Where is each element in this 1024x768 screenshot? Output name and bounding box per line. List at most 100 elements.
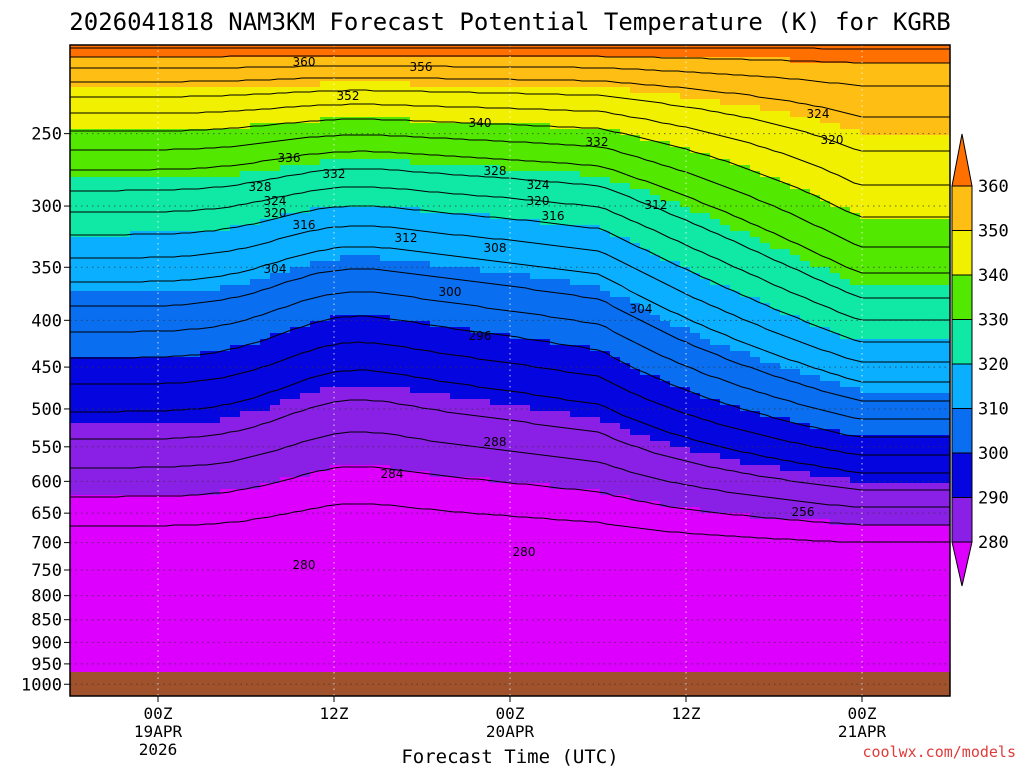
x-tick-label: 00Z bbox=[144, 704, 173, 723]
x-tick-label: 12Z bbox=[672, 704, 701, 723]
x-tick-label: 00Z bbox=[496, 704, 525, 723]
contour-label: 324 bbox=[264, 194, 287, 208]
y-tick-label: 500 bbox=[31, 400, 62, 420]
y-tick: 500 bbox=[31, 400, 70, 420]
y-tick: 1000 bbox=[21, 675, 70, 695]
contour-labels: 360 356 352 340 336 332 332 328 328 324 … bbox=[249, 55, 844, 572]
y-tick-label: 700 bbox=[31, 534, 62, 554]
y-tick: 900 bbox=[31, 633, 70, 653]
y-tick: 300 bbox=[31, 197, 70, 217]
y-tick-label: 750 bbox=[31, 561, 62, 581]
contour-label: 280 bbox=[513, 545, 536, 559]
isentrope-line bbox=[70, 246, 950, 383]
y-tick: 800 bbox=[31, 587, 70, 607]
y-tick: 450 bbox=[31, 358, 70, 378]
contour-label: 328 bbox=[249, 180, 272, 194]
isentrope-line bbox=[70, 118, 950, 218]
contour-label: 332 bbox=[586, 135, 609, 149]
isentrope-line bbox=[70, 503, 950, 543]
contour-label: 336 bbox=[278, 151, 301, 165]
colorbar-top-arrow bbox=[951, 133, 973, 187]
y-tick-label: 400 bbox=[31, 311, 62, 331]
contour-label: 256 bbox=[792, 505, 815, 519]
y-tick: 400 bbox=[31, 311, 70, 331]
colorbar-swatch bbox=[951, 497, 973, 543]
y-tick: 350 bbox=[31, 258, 70, 278]
contour-label: 316 bbox=[542, 209, 565, 223]
y-tick: 950 bbox=[31, 655, 70, 675]
x-tick-date: 21APR bbox=[838, 722, 887, 741]
y-tick: 550 bbox=[31, 438, 70, 458]
y-tick-label: 650 bbox=[31, 504, 62, 524]
isentrope-line bbox=[70, 225, 950, 363]
isentrope-line bbox=[70, 466, 950, 526]
colorbar-label: 340 bbox=[978, 266, 1009, 286]
y-tick-label: 600 bbox=[31, 472, 62, 492]
chart-title: 2026041818 NAM3KM Forecast Potential Tem… bbox=[69, 8, 950, 36]
contour-label: 352 bbox=[337, 89, 360, 103]
x-tick: 12Z bbox=[320, 696, 349, 723]
colorbar: 280 290 300 310 320 330 340 350 360 bbox=[951, 133, 1009, 587]
x-tick-label: 12Z bbox=[320, 704, 349, 723]
y-tick: 850 bbox=[31, 611, 70, 631]
contour-label: 312 bbox=[645, 198, 668, 212]
x-tick: 00Z 19APR 2026 bbox=[134, 696, 182, 759]
colorbar-swatch bbox=[951, 452, 973, 498]
colorbar-swatches bbox=[951, 133, 973, 587]
y-tick: 600 bbox=[31, 472, 70, 492]
colorbar-level-label: 300 bbox=[978, 444, 1009, 464]
colorbar-bottom-arrow bbox=[951, 541, 973, 587]
contour-label: 304 bbox=[264, 262, 287, 276]
contour-label: 320 bbox=[821, 133, 844, 147]
isentrope-line bbox=[70, 268, 950, 402]
y-tick: 650 bbox=[31, 504, 70, 524]
y-axis: 250 300 350 400 450 500 550 600 650 700 … bbox=[21, 125, 70, 695]
colorbar-label: 280 bbox=[978, 533, 1009, 553]
x-tick-date: 20APR bbox=[486, 722, 535, 741]
x-tick: 12Z bbox=[672, 696, 701, 723]
contour-label: 320 bbox=[264, 206, 287, 220]
colorbar-level-label: 290 bbox=[978, 489, 1009, 509]
colorbar-label: 350 bbox=[978, 222, 1009, 242]
isentrope-line bbox=[70, 89, 950, 152]
colorbar-level-label: 310 bbox=[978, 400, 1009, 420]
colorbar-level-label: 330 bbox=[978, 311, 1009, 331]
contour-label: 284 bbox=[381, 467, 404, 481]
colorbar-swatch bbox=[951, 408, 973, 454]
colorbar-level-label: 320 bbox=[978, 355, 1009, 375]
contour-label: 356 bbox=[410, 60, 433, 74]
colorbar-level-label: 350 bbox=[978, 222, 1009, 242]
y-tick-label: 900 bbox=[31, 633, 62, 653]
colorbar-swatch bbox=[951, 230, 973, 276]
contour-label: 340 bbox=[469, 116, 492, 130]
y-tick-label: 300 bbox=[31, 197, 62, 217]
isentrope-line bbox=[70, 186, 950, 321]
colorbar-swatch bbox=[951, 363, 973, 409]
x-tick-label: 00Z bbox=[848, 704, 877, 723]
y-tick-label: 1000 bbox=[21, 675, 62, 695]
colorbar-label: 290 bbox=[978, 489, 1009, 509]
x-tick: 00Z 21APR bbox=[838, 696, 887, 741]
y-tick-label: 450 bbox=[31, 358, 62, 378]
colorbar-level-label: 360 bbox=[978, 177, 1009, 197]
colorbar-swatch bbox=[951, 319, 973, 365]
colorbar-label: 360 bbox=[978, 177, 1009, 197]
contour-label: 280 bbox=[293, 558, 316, 572]
contour-label: 288 bbox=[484, 435, 507, 449]
colorbar-label: 330 bbox=[978, 311, 1009, 331]
y-tick-label: 850 bbox=[31, 611, 62, 631]
x-axis-title: Forecast Time (UTC) bbox=[401, 746, 618, 768]
contour-label: 308 bbox=[484, 241, 507, 255]
contour-label: 324 bbox=[807, 107, 830, 121]
contour-label: 324 bbox=[527, 178, 550, 192]
colorbar-label: 300 bbox=[978, 444, 1009, 464]
colorbar-swatch bbox=[951, 185, 973, 231]
y-tick-label: 350 bbox=[31, 258, 62, 278]
isentrope-line bbox=[70, 47, 950, 50]
contour-label: 360 bbox=[293, 55, 316, 69]
x-tick: 00Z 20APR bbox=[486, 696, 535, 741]
isentrope-line bbox=[70, 369, 950, 474]
contour-label: 320 bbox=[527, 194, 550, 208]
isentrope-line bbox=[70, 150, 950, 274]
